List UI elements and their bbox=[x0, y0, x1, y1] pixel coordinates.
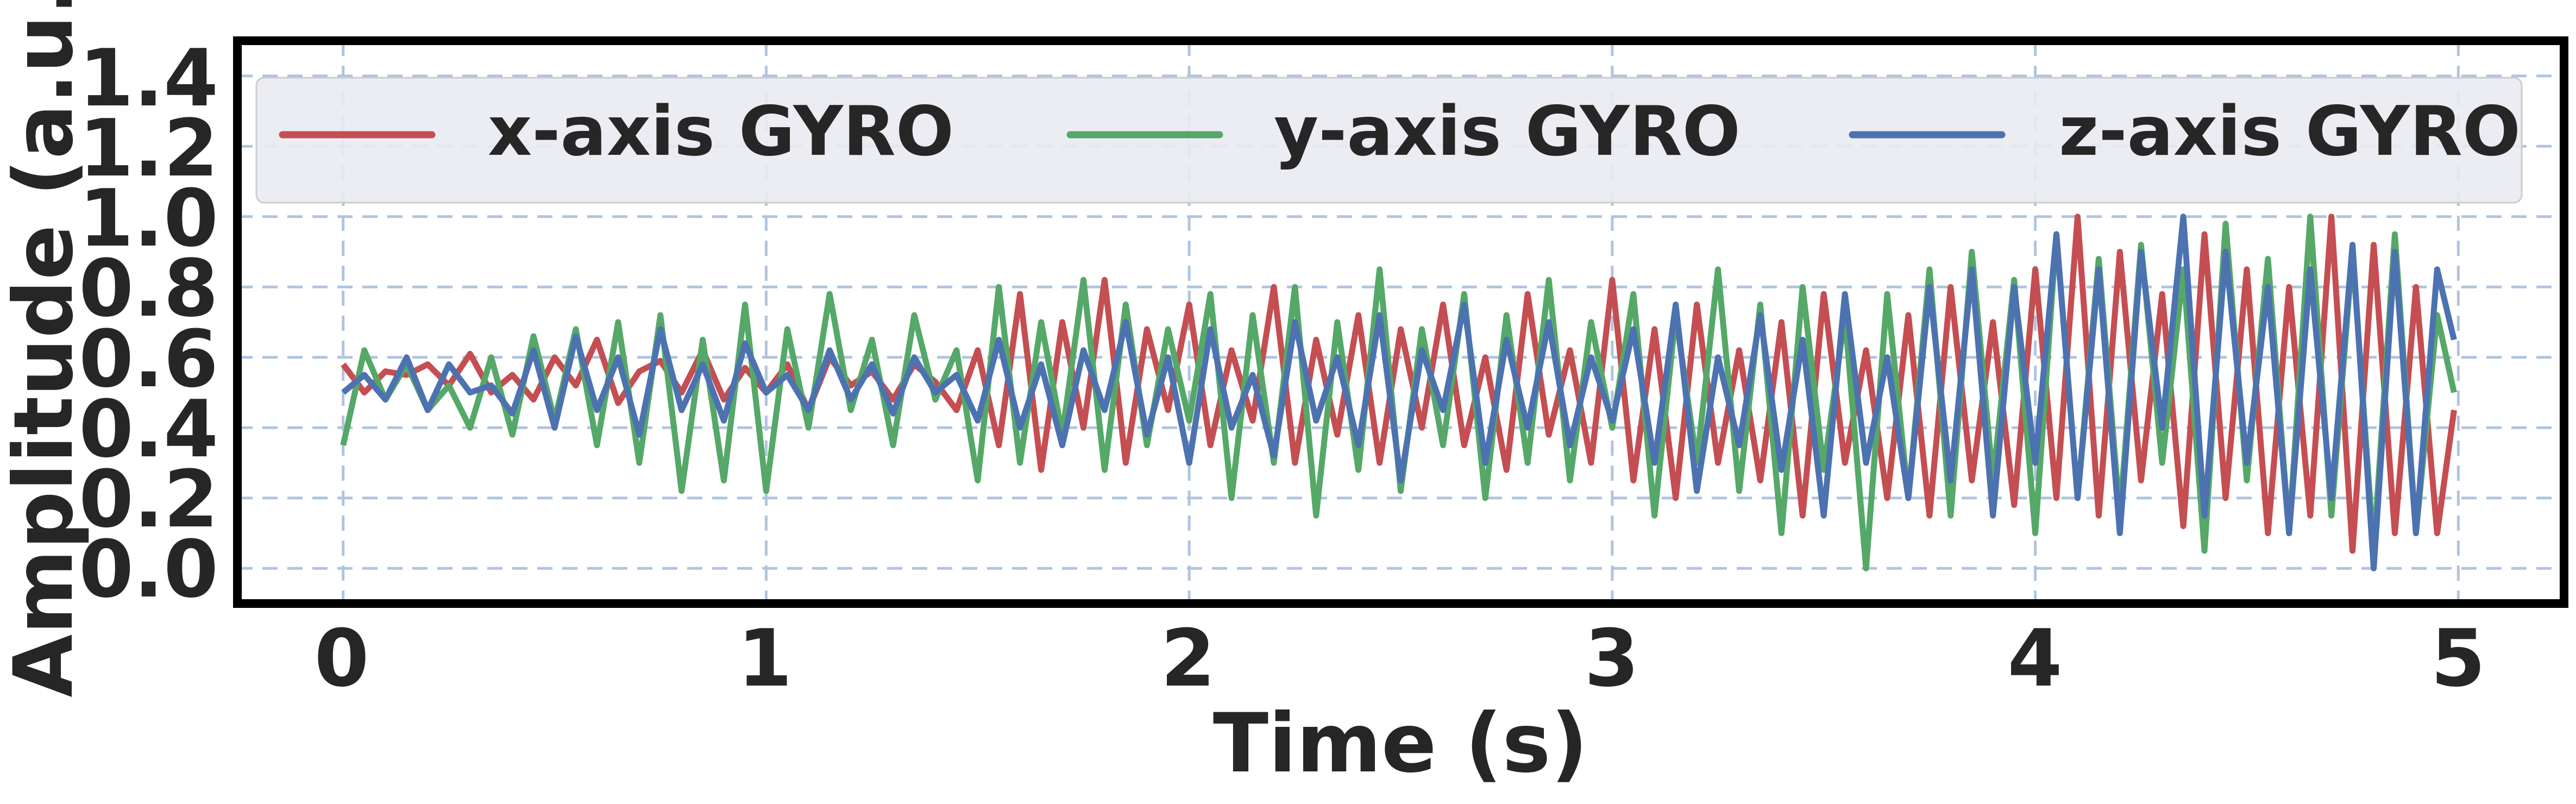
legend-label-z: z-axis GYRO bbox=[2059, 91, 2521, 171]
y-tick-label: 1.0 bbox=[79, 173, 218, 265]
y-tick-label: 0.0 bbox=[79, 524, 218, 615]
y-tick-label: 1.2 bbox=[79, 103, 218, 194]
plot-frame bbox=[233, 36, 2568, 608]
y-tick-label: 0.8 bbox=[79, 243, 218, 335]
x-tick-label: 0 bbox=[315, 613, 369, 705]
x-tick-label: 5 bbox=[2431, 613, 2486, 705]
legend-box bbox=[255, 77, 2523, 204]
x-tick-labels: 0 1 2 3 4 5 bbox=[315, 613, 2486, 705]
legend: x-axis GYRO y-axis GYRO z-axis GYRO bbox=[255, 77, 2523, 204]
x-axis-title: Time (s) bbox=[1213, 696, 1588, 791]
x-tick-label: 4 bbox=[2008, 613, 2063, 705]
series-z-axis-gyro-line bbox=[341, 213, 2457, 571]
x-tick-label: 3 bbox=[1585, 613, 1639, 705]
y-tick-labels: 0.0 0.2 0.4 0.6 0.8 1.0 1.2 1.4 bbox=[79, 33, 218, 615]
x-tick-label: 2 bbox=[1161, 613, 1216, 705]
y-tick-label: 0.2 bbox=[79, 454, 218, 545]
legend-label-x: x-axis GYRO bbox=[488, 91, 954, 171]
x-tick-label: 1 bbox=[738, 613, 793, 705]
y-tick-label: 0.4 bbox=[79, 384, 218, 475]
y-tick-label: 0.6 bbox=[79, 313, 218, 405]
series-layer bbox=[340, 213, 2457, 571]
series-x-axis-gyro-line bbox=[341, 213, 2457, 554]
y-tick-label: 1.4 bbox=[79, 33, 218, 124]
y-axis-title: Amplitude (a.u.) bbox=[0, 0, 91, 698]
legend-label-y: y-axis GYRO bbox=[1274, 91, 1741, 171]
